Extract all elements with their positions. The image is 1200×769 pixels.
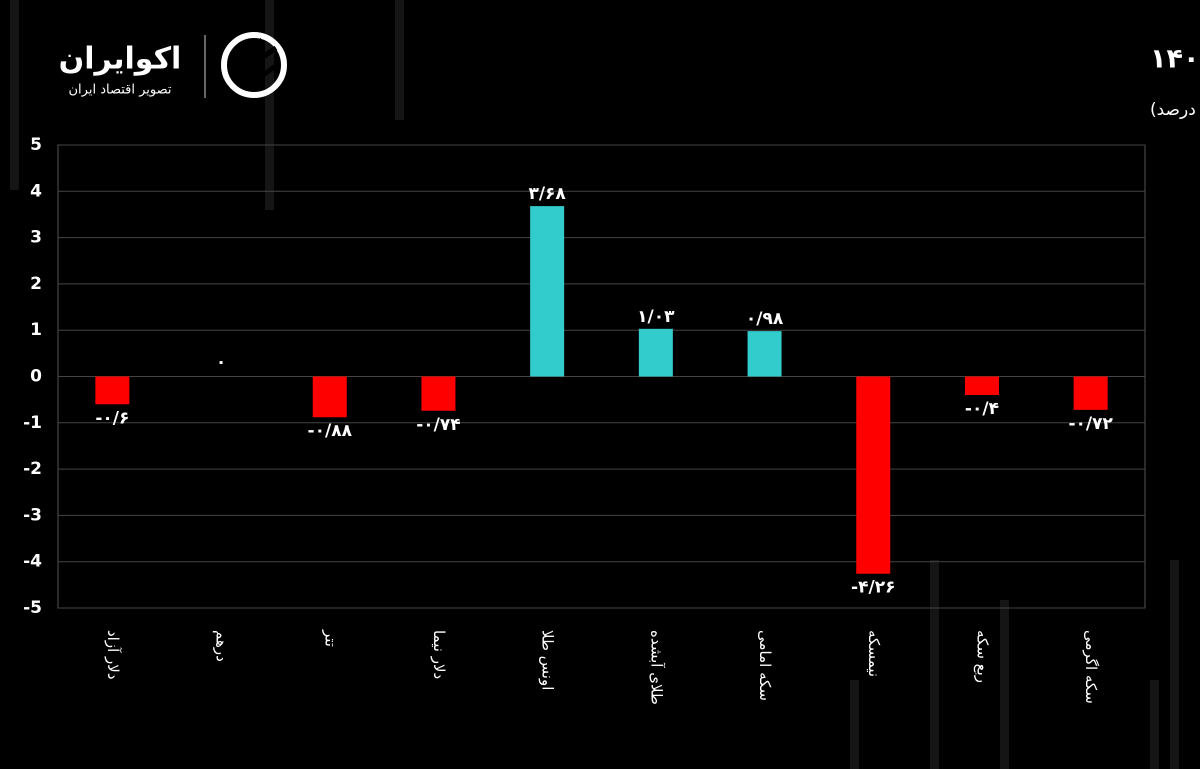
logo: اکوایران تصویر اقتصاد ایران	[59, 32, 287, 98]
x-tick-label: دلار آزاد	[104, 630, 122, 680]
value-label: ۰/۹۸	[746, 309, 784, 329]
bar	[1073, 376, 1108, 410]
bar	[421, 376, 456, 411]
x-tick-label: درهم	[213, 630, 231, 662]
y-tick-label: -2	[23, 459, 42, 479]
x-tick-label: طلای آبشده	[647, 630, 665, 705]
y-tick-label: 4	[30, 181, 42, 201]
y-tick-label: -3	[23, 505, 42, 525]
y-tick-label: 1	[30, 320, 42, 340]
x-tick-label: سکه امامی	[756, 630, 774, 701]
bar	[312, 376, 347, 418]
logo-icon-cut	[230, 37, 278, 91]
bar	[856, 376, 891, 574]
logo-name: اکوایران	[59, 42, 182, 77]
x-tick-label: اونس طلا	[539, 630, 557, 690]
bar	[638, 328, 673, 377]
value-label: -۰/۸۸	[308, 421, 353, 441]
value-label: -۰/۷۲	[1068, 414, 1113, 434]
y-tick-label: 0	[30, 367, 42, 387]
x-tick-label: ربع سکه	[973, 630, 991, 683]
y-tick-label: 2	[30, 274, 42, 294]
x-tick-label: دلار نیما	[430, 630, 448, 679]
y-tick-label: -4	[23, 552, 42, 572]
x-tick-label: نیمسکه	[865, 630, 883, 677]
chart-title: بازدهی بازارها در هفته منتهی به دوم خردا…	[1150, 44, 1200, 75]
value-label: -۰/۴	[965, 399, 999, 419]
value-label: -۰/۷۴	[416, 415, 460, 435]
value-label: ۱/۰۳	[637, 307, 675, 327]
bar	[747, 331, 782, 377]
y-tick-label: 3	[30, 228, 42, 248]
logo-icon	[221, 32, 287, 98]
bar	[95, 376, 130, 405]
value-label: -۰/۶	[95, 408, 129, 428]
chart-subtitle: (واحد: درصد)	[1150, 100, 1200, 120]
x-tick-label: سکه اگرمی	[1082, 630, 1100, 704]
decoration	[10, 0, 1179, 769]
bar	[530, 206, 565, 377]
value-label: ۳/۶۸	[528, 184, 566, 204]
logo-tagline: تصویر اقتصاد ایران	[69, 83, 172, 98]
x-tick-label: تتر	[321, 629, 339, 647]
y-tick-label: 5	[30, 135, 42, 155]
bar	[964, 376, 999, 396]
value-label: -۴/۲۶	[851, 578, 895, 598]
y-tick-label: -1	[23, 413, 42, 433]
y-tick-label: -5	[23, 598, 42, 618]
value-label: ۰	[216, 353, 226, 373]
